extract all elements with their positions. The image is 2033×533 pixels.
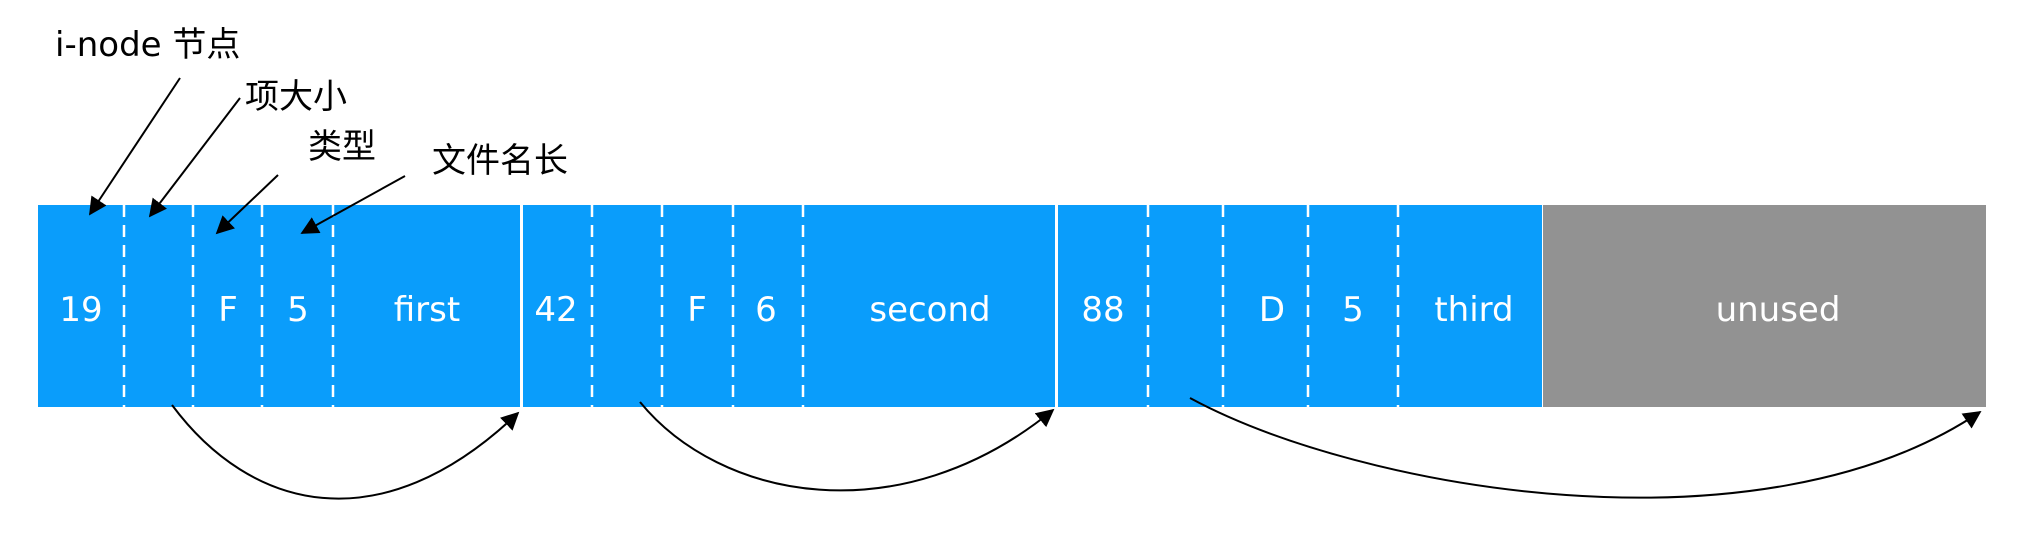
type-pointer-arrow bbox=[215, 174, 279, 235]
unused-block bbox=[1543, 205, 1986, 407]
directory-entry: 42 F 6 second bbox=[523, 205, 1055, 407]
record-size-pointer-arrow bbox=[148, 97, 241, 218]
inode-pointer-arrow bbox=[89, 77, 181, 216]
name-length-pointer-arrow bbox=[300, 175, 406, 234]
entry-block bbox=[38, 205, 520, 407]
inode-value: 88 bbox=[1081, 290, 1124, 330]
name-length-value: 5 bbox=[287, 290, 309, 330]
next-entry-arrow bbox=[1189, 397, 1982, 499]
directory-entry: 19 F 5 first bbox=[38, 205, 520, 407]
type-value: D bbox=[1259, 290, 1285, 330]
inode-label: i-node 节点 bbox=[55, 25, 240, 65]
record-size-label: 项大小 bbox=[245, 77, 347, 117]
type-label: 类型 bbox=[308, 127, 376, 167]
file-name-value: third bbox=[1434, 290, 1513, 330]
next-entry-arrow bbox=[171, 404, 520, 500]
next-entry-arrow bbox=[639, 401, 1055, 492]
type-value: F bbox=[687, 290, 707, 330]
entry-block bbox=[1058, 205, 1542, 407]
type-value: F bbox=[218, 290, 238, 330]
inode-value: 19 bbox=[59, 290, 102, 330]
directory-entry: 88 D 5 third bbox=[1058, 205, 1542, 407]
entry-block bbox=[523, 205, 1055, 407]
name-length-value: 6 bbox=[755, 290, 777, 330]
file-name-value: first bbox=[394, 290, 460, 330]
inode-value: 42 bbox=[534, 290, 577, 330]
file-name-value: second bbox=[869, 290, 990, 330]
name-length-value: 5 bbox=[1342, 290, 1364, 330]
unused-region: unused bbox=[1543, 205, 1986, 407]
unused-label: unused bbox=[1716, 290, 1841, 330]
name-length-label: 文件名长 bbox=[432, 141, 568, 181]
